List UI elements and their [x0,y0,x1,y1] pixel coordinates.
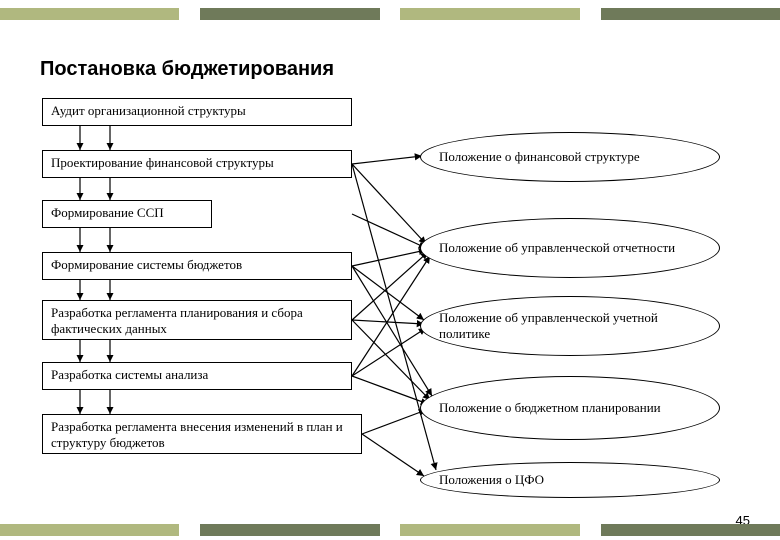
process-box-label: Разработка регламента планирования и сбо… [51,305,303,336]
process-box-audit: Аудит организационной структуры [42,98,352,126]
process-box-ssp: Формирование ССП [42,200,212,228]
process-box-label: Формирование системы бюджетов [51,257,242,272]
process-box-label: Разработка регламента внесения изменений… [51,419,343,450]
document-oval-label: Положение о бюджетном планировании [439,400,661,416]
document-oval-label: Положения о ЦФО [439,472,544,488]
process-box-label: Разработка системы анализа [51,367,208,382]
process-box-label: Аудит организационной структуры [51,103,246,118]
document-oval-finstruct: Положение о финансовой структуре [420,132,720,182]
process-box-label: Формирование ССП [51,205,164,220]
page-title: Постановка бюджетирования [40,58,334,81]
document-oval-label: Положение об управленческой отчетности [439,240,675,256]
process-box-label: Проектирование финансовой структуры [51,155,274,170]
process-box-analysis: Разработка системы анализа [42,362,352,390]
document-oval-label: Положение об управленческой учетной поли… [439,310,679,342]
top-decor-bar [0,8,780,20]
process-box-reglplan: Разработка регламента планирования и сбо… [42,300,352,340]
document-oval-label: Положение о финансовой структуре [439,149,640,165]
document-oval-cfo: Положения о ЦФО [420,462,720,498]
process-box-budgets: Формирование системы бюджетов [42,252,352,280]
process-box-design: Проектирование финансовой структуры [42,150,352,178]
bottom-decor-bar [0,524,780,536]
document-oval-budplan: Положение о бюджетном планировании [420,376,720,440]
process-box-reglchg: Разработка регламента внесения изменений… [42,414,362,454]
document-oval-mgmtrep: Положение об управленческой отчетности [420,218,720,278]
document-oval-acctpol: Положение об управленческой учетной поли… [420,296,720,356]
